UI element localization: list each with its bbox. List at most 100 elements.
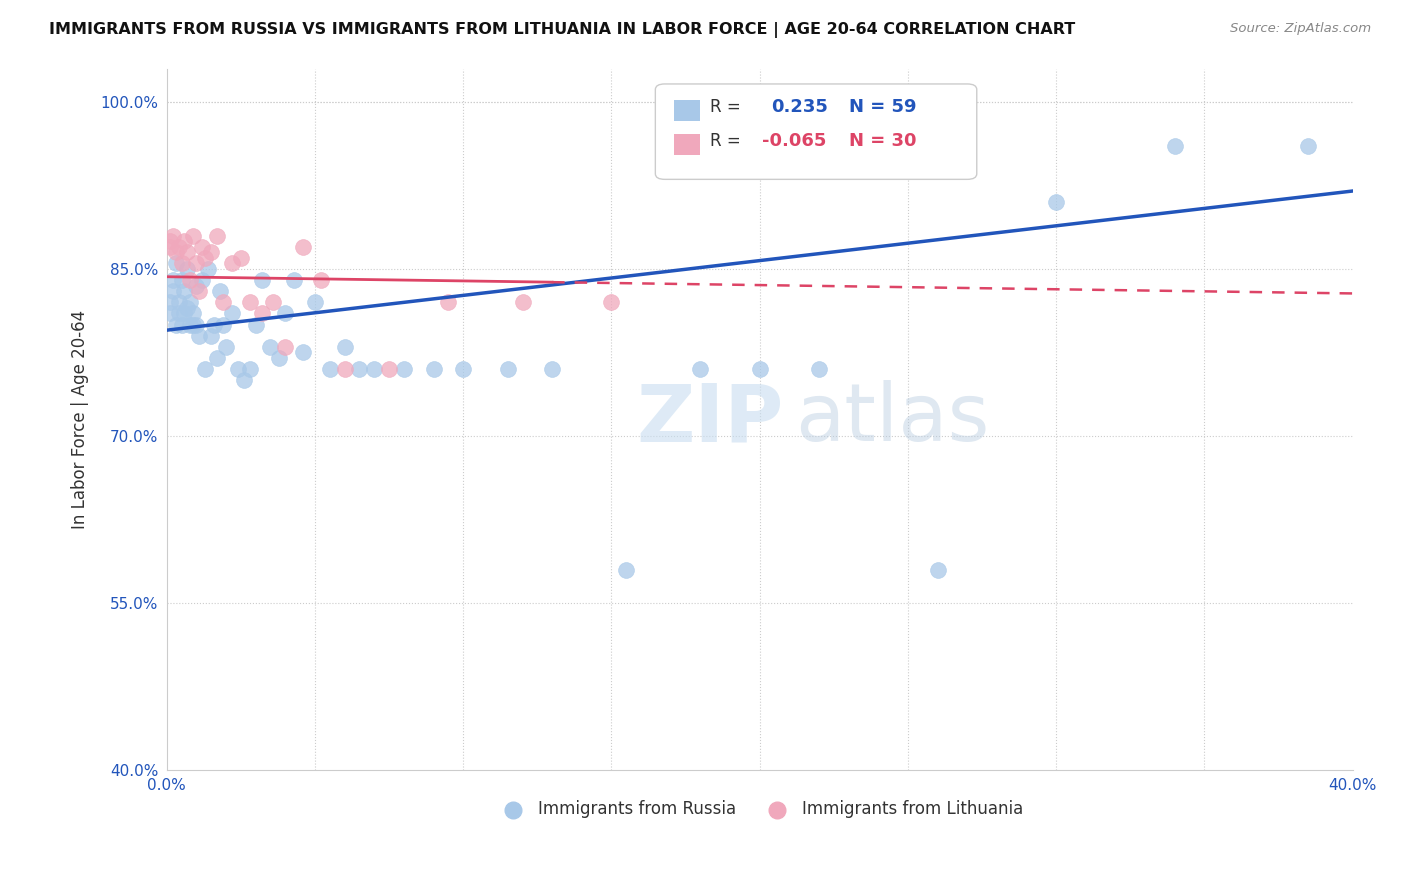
Text: IMMIGRANTS FROM RUSSIA VS IMMIGRANTS FROM LITHUANIA IN LABOR FORCE | AGE 20-64 C: IMMIGRANTS FROM RUSSIA VS IMMIGRANTS FRO… <box>49 22 1076 38</box>
Point <box>212 295 235 310</box>
Point <box>165 245 187 260</box>
Point <box>167 240 190 254</box>
Text: R =: R = <box>710 98 741 116</box>
Bar <box>675 100 700 121</box>
Point <box>202 318 225 332</box>
Point <box>170 318 193 332</box>
Point <box>188 328 211 343</box>
Point <box>512 295 534 310</box>
Text: -0.065: -0.065 <box>762 132 827 150</box>
Point <box>179 318 201 332</box>
Point <box>239 295 262 310</box>
Point <box>176 245 198 260</box>
Point <box>229 251 252 265</box>
Point <box>422 362 444 376</box>
Point <box>274 340 297 354</box>
Point <box>748 362 770 376</box>
Point <box>209 284 232 298</box>
Point <box>159 234 181 248</box>
Point <box>349 362 371 376</box>
Point <box>159 306 181 320</box>
Point <box>309 273 332 287</box>
Point <box>176 301 198 315</box>
Point <box>259 340 281 354</box>
Point <box>183 306 205 320</box>
Point <box>200 245 222 260</box>
Point <box>165 256 187 270</box>
Point <box>183 318 205 332</box>
Point <box>319 362 342 376</box>
Point <box>173 306 195 320</box>
Point <box>191 240 214 254</box>
Text: N = 59: N = 59 <box>849 98 917 116</box>
Point <box>451 362 474 376</box>
Point <box>392 362 415 376</box>
Point <box>200 328 222 343</box>
Point <box>162 228 184 243</box>
Point <box>221 306 243 320</box>
Point <box>167 306 190 320</box>
Point <box>221 256 243 270</box>
Point <box>162 284 184 298</box>
Point <box>269 351 291 365</box>
Point <box>245 318 267 332</box>
Point <box>250 306 273 320</box>
Text: ZIP: ZIP <box>636 380 783 458</box>
Point <box>173 234 195 248</box>
Point <box>292 240 315 254</box>
Point <box>194 251 217 265</box>
Point <box>250 273 273 287</box>
Point <box>170 273 193 287</box>
Text: Source: ZipAtlas.com: Source: ZipAtlas.com <box>1230 22 1371 36</box>
FancyBboxPatch shape <box>655 84 977 179</box>
Point <box>1045 195 1067 210</box>
Point <box>292 345 315 359</box>
Point <box>274 306 297 320</box>
Point <box>304 295 326 310</box>
Text: 0.235: 0.235 <box>772 98 828 116</box>
Point <box>333 362 356 376</box>
Point <box>232 373 254 387</box>
Bar <box>675 134 700 155</box>
Point <box>165 318 187 332</box>
Point <box>808 362 831 376</box>
Point <box>159 295 181 310</box>
Point <box>205 228 228 243</box>
Point <box>179 295 201 310</box>
Point <box>167 295 190 310</box>
Point <box>215 340 238 354</box>
Point <box>496 362 519 376</box>
Text: N = 30: N = 30 <box>849 132 917 150</box>
Point <box>689 362 711 376</box>
Point <box>197 262 219 277</box>
Point <box>173 284 195 298</box>
Text: R =: R = <box>710 132 741 150</box>
Point <box>183 228 205 243</box>
Point <box>333 340 356 354</box>
Text: atlas: atlas <box>796 380 990 458</box>
Point <box>179 273 201 287</box>
Point <box>194 362 217 376</box>
Point <box>927 563 949 577</box>
Y-axis label: In Labor Force | Age 20-64: In Labor Force | Age 20-64 <box>72 310 89 529</box>
Point <box>378 362 401 376</box>
Point <box>283 273 305 287</box>
Point <box>437 295 460 310</box>
Point <box>541 362 564 376</box>
Point <box>1164 139 1187 153</box>
Point <box>159 240 181 254</box>
Point <box>191 273 214 287</box>
Point <box>1296 139 1319 153</box>
Point <box>186 318 208 332</box>
Point <box>186 256 208 270</box>
Point <box>614 563 637 577</box>
Point <box>226 362 249 376</box>
Legend: Immigrants from Russia, Immigrants from Lithuania: Immigrants from Russia, Immigrants from … <box>489 794 1031 825</box>
Point <box>162 273 184 287</box>
Point <box>239 362 262 376</box>
Point <box>363 362 385 376</box>
Point <box>600 295 623 310</box>
Point <box>186 278 208 293</box>
Point <box>205 351 228 365</box>
Point <box>176 262 198 277</box>
